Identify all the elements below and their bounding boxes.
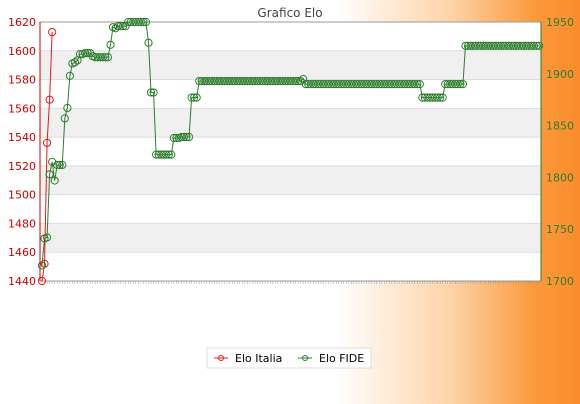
data-point [103,53,113,62]
data-point [146,88,156,97]
data-point [45,170,54,179]
data-point [116,22,125,31]
left-tick-label: 1500 [8,189,36,202]
data-point [169,133,178,143]
legend-label: Elo Italia [235,352,282,365]
left-tick-label: 1440 [8,275,36,288]
data-point [136,17,145,27]
data-point [458,80,468,89]
data-point [144,38,153,47]
data-point [101,53,110,62]
data-point [436,93,445,102]
data-point [529,41,539,50]
data-point [98,53,107,62]
right-tick-label: 1700 [546,275,574,288]
left-tick-label: 1540 [8,131,36,144]
data-point [121,22,130,31]
data-point [141,17,151,27]
data-point [192,93,201,102]
series-elo-fide [37,17,544,270]
data-point [119,22,128,31]
data-point [438,93,447,102]
left-tick-label: 1460 [8,246,36,259]
left-tick-label: 1520 [8,160,36,173]
data-point [294,76,303,86]
grid-band [40,108,541,138]
series-line [41,32,53,282]
left-tick-label: 1580 [8,74,36,87]
data-point [182,132,191,142]
right-tick-label: 1950 [546,16,574,29]
grid-band [40,223,541,253]
data-point [164,150,173,159]
data-point [106,40,115,49]
data-point [291,76,300,86]
left-tick-label: 1600 [8,45,36,58]
legend-swatch-marker [302,355,308,361]
data-point [70,58,80,67]
right-tick-label: 1850 [546,120,574,133]
legend-label: Elo FIDE [319,352,364,365]
data-point [534,41,544,50]
legend: Elo Italia Elo FIDE [206,347,372,369]
data-point [453,80,462,89]
data-point [45,95,54,104]
data-point [60,114,69,123]
left-tick-label: 1480 [8,217,36,230]
right-tick-label: 1750 [546,223,574,236]
left-tick-label: 1620 [8,16,36,29]
data-point [81,48,90,58]
grid-band [40,50,541,80]
data-point [299,74,308,84]
series-elo-italia [37,27,57,286]
data-point [58,160,67,170]
data-point [172,133,181,143]
data-point [413,80,422,89]
data-point [37,276,47,286]
data-point [37,261,47,270]
x-axis [41,281,540,284]
data-point [456,80,465,89]
data-point [190,93,199,102]
data-point [433,93,442,102]
data-point [55,160,64,170]
data-point [53,160,62,170]
left-tick-label: 1560 [8,102,36,115]
data-point [187,93,196,102]
data-point [63,103,72,113]
data-point [40,259,49,268]
data-point [179,132,189,142]
right-tick-label: 1800 [546,171,574,184]
data-point [532,41,541,50]
data-point [111,24,120,33]
data-point [184,132,194,142]
data-point [65,71,74,80]
data-point [75,50,85,59]
data-point [410,80,419,89]
chart-title: Grafico Elo [257,6,322,20]
data-point [139,17,148,27]
data-point [167,150,176,159]
plot-area [39,21,542,282]
right-tick-label: 1900 [546,68,574,81]
legend-box [206,347,372,369]
data-point [48,27,57,37]
data-point [162,150,171,159]
data-point [415,80,424,89]
data-point [42,233,52,242]
data-point [50,176,59,185]
data-point [42,138,52,147]
grid-band [40,165,541,195]
legend-swatch-marker [218,355,224,361]
data-point [149,88,158,97]
